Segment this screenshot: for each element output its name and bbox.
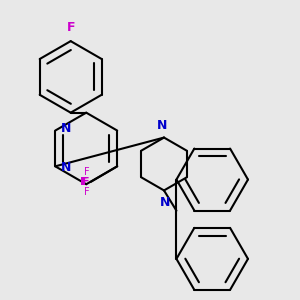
Text: F: F — [80, 177, 88, 187]
Text: N: N — [61, 161, 71, 174]
Text: N: N — [157, 119, 168, 132]
Text: F: F — [84, 167, 89, 177]
Text: F: F — [66, 21, 75, 34]
Text: N: N — [61, 122, 71, 135]
Text: N: N — [160, 196, 171, 209]
Text: F: F — [82, 177, 89, 187]
Text: F: F — [84, 187, 89, 196]
